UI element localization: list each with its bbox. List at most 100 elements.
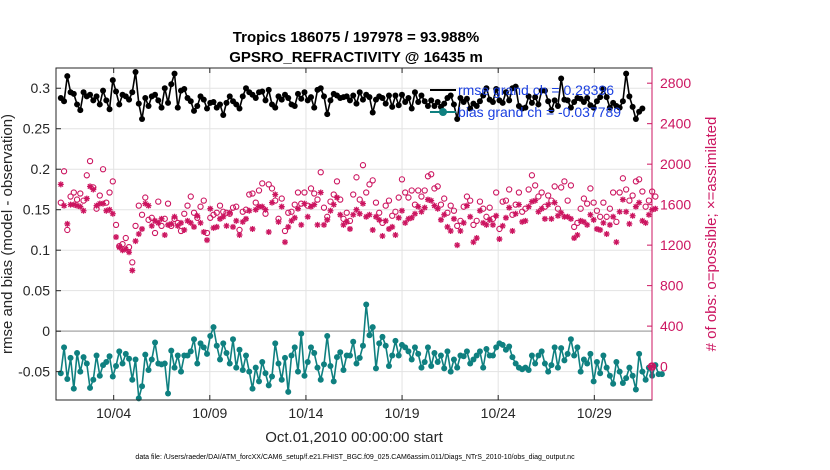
rmse-point bbox=[395, 102, 402, 109]
obs-possible-point bbox=[369, 177, 376, 184]
rmse-point bbox=[139, 116, 146, 123]
bias-point bbox=[561, 357, 568, 364]
obs-assimilated-point bbox=[548, 215, 555, 222]
bias-point bbox=[197, 340, 204, 347]
rmse-point bbox=[454, 116, 461, 123]
obs-possible-point bbox=[596, 213, 604, 220]
bias-point bbox=[535, 352, 542, 359]
obs-possible-point bbox=[385, 197, 393, 204]
left-tick-label: 0 bbox=[42, 323, 50, 339]
obs-assimilated-point bbox=[337, 211, 344, 218]
obs-possible-point bbox=[551, 183, 558, 190]
bias-point bbox=[333, 354, 340, 361]
obs-possible-point bbox=[470, 221, 477, 229]
obs-assimilated-point bbox=[70, 201, 77, 208]
obs-assimilated-point bbox=[113, 234, 120, 241]
obs-assimilated-point bbox=[567, 215, 574, 222]
obs-assimilated-point bbox=[509, 227, 516, 234]
bias-point bbox=[369, 324, 376, 331]
rmse-point bbox=[61, 98, 68, 105]
rmse-point bbox=[155, 97, 162, 104]
rmse-point bbox=[385, 92, 392, 99]
rmse-point bbox=[629, 103, 636, 110]
rmse-point bbox=[324, 111, 331, 118]
rmse-point bbox=[398, 91, 405, 98]
obs-assimilated-point bbox=[421, 204, 428, 211]
bias-point bbox=[470, 356, 477, 363]
obs-assimilated-point bbox=[155, 219, 162, 226]
bias-point bbox=[320, 361, 327, 368]
obs-assimilated-point bbox=[346, 225, 353, 232]
rmse-point bbox=[434, 99, 441, 106]
rmse-point bbox=[493, 86, 500, 93]
bias-point bbox=[268, 373, 275, 380]
bias-point bbox=[574, 344, 581, 351]
left-tick-label: 0.15 bbox=[23, 202, 50, 218]
obs-assimilated-point bbox=[496, 236, 503, 243]
x-axis-ticks: 10/04 10/09 10/14 10/19 10/24 10/29 bbox=[96, 68, 612, 421]
obs-possible-point bbox=[67, 193, 74, 200]
bias-point bbox=[298, 330, 305, 337]
obs-possible-point bbox=[616, 189, 623, 196]
obs-possible-point bbox=[132, 222, 139, 230]
rmse-point bbox=[424, 103, 431, 110]
rmse-point bbox=[606, 104, 613, 111]
obs-possible-point bbox=[320, 204, 328, 211]
obs-possible-point bbox=[389, 212, 396, 219]
rmse-point bbox=[431, 103, 438, 110]
bias-point bbox=[493, 344, 500, 351]
bias-point bbox=[317, 376, 324, 383]
obs-assimilated-point bbox=[204, 237, 211, 244]
obs-assimilated-point bbox=[340, 221, 347, 228]
rmse-point bbox=[64, 73, 71, 80]
obs-possible-point bbox=[151, 229, 159, 237]
obs-possible-point bbox=[558, 184, 565, 191]
rmse-point bbox=[113, 88, 120, 95]
obs-assimilated-point bbox=[210, 224, 217, 231]
rmse-point bbox=[307, 94, 314, 101]
rmse-point bbox=[616, 104, 623, 111]
bias-point bbox=[220, 340, 227, 347]
obs-possible-point bbox=[252, 199, 259, 206]
obs-possible-point bbox=[356, 196, 363, 203]
rmse-point bbox=[428, 97, 435, 104]
bias-point bbox=[428, 362, 435, 369]
obs-assimilated-point bbox=[392, 232, 399, 239]
obs-assimilated-point bbox=[161, 232, 168, 239]
bias-point bbox=[307, 344, 314, 351]
obs-assimilated-point bbox=[616, 208, 623, 215]
obs-possible-series bbox=[57, 157, 659, 266]
bias-point bbox=[463, 348, 470, 355]
right-tick-label: 400 bbox=[660, 318, 684, 334]
left-axis-ticks: -0.05 0 0.05 0.1 0.15 0.2 0.25 0.3 bbox=[18, 80, 61, 380]
obs-possible-point bbox=[402, 189, 409, 196]
obs-possible-point bbox=[119, 240, 126, 248]
bias-point bbox=[441, 365, 448, 372]
bias-point bbox=[200, 344, 207, 351]
bias-point bbox=[152, 339, 159, 346]
obs-assimilated-point bbox=[87, 183, 94, 190]
obs-possible-point bbox=[57, 199, 64, 206]
obs-possible-point bbox=[590, 199, 597, 206]
bias-point bbox=[74, 350, 81, 357]
obs-assimilated-point bbox=[376, 216, 383, 223]
rmse-point bbox=[528, 99, 535, 106]
bias-point bbox=[606, 372, 613, 379]
obs-assimilated-point bbox=[584, 221, 591, 228]
obs-assimilated-point bbox=[363, 213, 370, 220]
rmse-point bbox=[467, 105, 474, 112]
obs-assimilated-point bbox=[262, 206, 269, 213]
obs-possible-point bbox=[350, 191, 357, 198]
bias-point bbox=[330, 378, 337, 385]
rmse-point bbox=[545, 98, 552, 105]
bias-point bbox=[558, 345, 565, 352]
obs-possible-point bbox=[545, 192, 552, 199]
rmse-point bbox=[226, 93, 233, 100]
bias-point bbox=[424, 344, 431, 351]
obs-assimilated-point bbox=[181, 226, 188, 233]
obs-assimilated-point bbox=[96, 200, 103, 207]
obs-assimilated-point bbox=[493, 212, 500, 219]
obs-assimilated-point bbox=[389, 223, 396, 230]
obs-possible-point bbox=[135, 202, 142, 209]
